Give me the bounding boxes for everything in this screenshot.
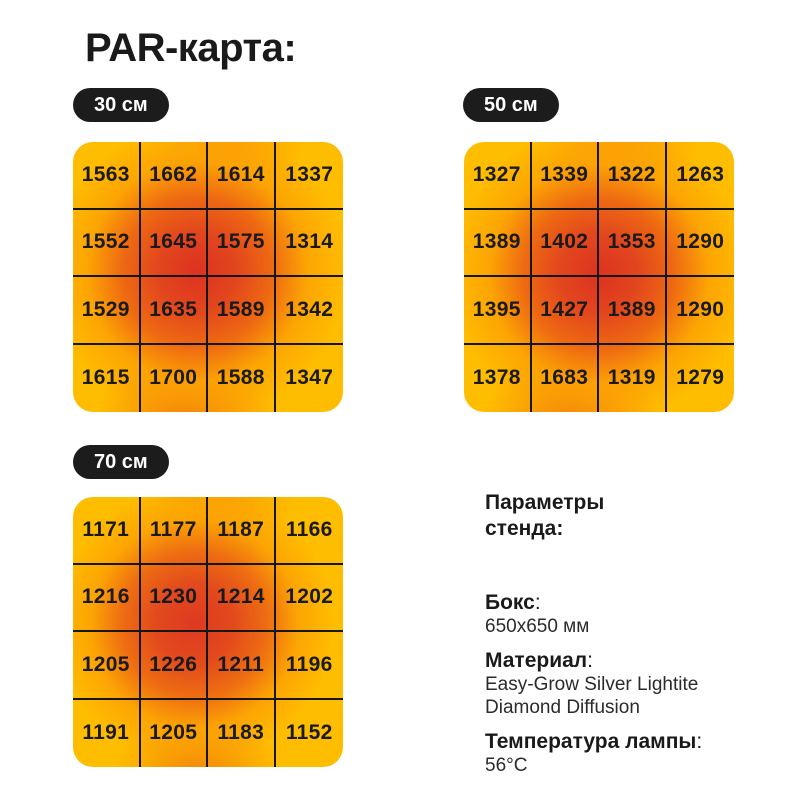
par-cell: 1322 — [599, 142, 667, 210]
par-cell: 1552 — [73, 209, 141, 277]
par-cell: 1202 — [275, 565, 343, 632]
par-cell: 1314 — [275, 210, 343, 277]
par-cell: 1191 — [73, 699, 141, 767]
par-cell: 1216 — [73, 564, 141, 632]
par-cell: 1645 — [140, 209, 208, 277]
param-box-value: 650x650 мм — [485, 616, 590, 637]
par-cell: 1327 — [464, 142, 532, 210]
par-cell: 1205 — [141, 699, 208, 767]
par-cell: 1342 — [275, 277, 343, 345]
par-cell: 1389 — [464, 209, 532, 277]
page-title: PAR-карта: — [85, 26, 297, 70]
par-cell: 1635 — [140, 277, 208, 345]
par-cell: 1337 — [275, 142, 343, 210]
par-cell: 1353 — [599, 209, 667, 277]
par-cell: 1171 — [73, 497, 141, 565]
par-cell: 1290 — [666, 277, 734, 345]
param-material-value: Easy-Grow Silver Lightite Diamond Diffus… — [485, 674, 699, 718]
param-box: Бокс 650x650 мм — [485, 590, 741, 638]
par-cell: 1226 — [140, 632, 208, 700]
par-cell: 1177 — [140, 497, 208, 565]
par-cell: 1152 — [285, 721, 333, 745]
par-cell: 1196 — [275, 632, 343, 700]
par-cell: 1230 — [140, 564, 208, 632]
par-cell: 1614 — [208, 142, 276, 210]
par-cell: 1589 — [208, 277, 276, 345]
par-cell: 1662 — [140, 142, 208, 210]
distance-badge-30cm: 30 см — [73, 88, 169, 122]
par-cell: 1187 — [208, 497, 276, 565]
par-cell: 1205 — [73, 632, 141, 700]
par-cell: 1575 — [208, 209, 276, 277]
param-material: Материал Easy-Grow Silver Lightite Diamo… — [485, 648, 741, 719]
distance-badge-50cm: 50 см — [463, 88, 559, 122]
param-material-label: Материал — [485, 648, 741, 673]
par-cell: 1339 — [531, 142, 599, 210]
stand-parameters-panel: Параметры стенда: Бокс 650x650 мм Матери… — [485, 490, 741, 787]
par-cell: 1529 — [73, 277, 141, 345]
par-cell: 1290 — [666, 210, 734, 277]
par-cell: 1166 — [275, 497, 343, 565]
param-lamp-temperature: Температура лампы 56°C — [485, 729, 741, 777]
par-heatmap-50cm: 1327 1339 1322 1263 1389 1402 1353 1290 1395 1427… — [464, 142, 734, 412]
par-cell: 1378 — [464, 344, 532, 412]
par-cell: 1588 — [208, 344, 276, 412]
par-cell: 1214 — [208, 564, 276, 632]
par-cell: 1615 — [73, 344, 141, 412]
par-cell: 1183 — [208, 699, 276, 767]
par-cell: 1395 — [464, 277, 532, 345]
par-heatmap-30cm: 1563 1662 1614 1337 1552 1645 1575 1314 1529 1635… — [73, 142, 343, 412]
stand-parameters-heading: Параметры стенда: — [485, 491, 605, 540]
par-cell: 1279 — [676, 366, 725, 390]
distance-badge-70cm: 70 см — [73, 445, 169, 479]
par-heatmap-70cm: 1171 1177 1187 1166 1216 1230 1214 1202 1205 1226… — [73, 497, 343, 767]
param-lamp-temperature-value: 56°C — [485, 755, 528, 776]
par-cell: 1263 — [666, 142, 734, 210]
par-cell: 1427 — [531, 277, 599, 345]
par-cell: 1347 — [285, 366, 334, 390]
par-cell: 1389 — [599, 277, 667, 345]
par-cell: 1700 — [141, 344, 208, 412]
par-cell: 1683 — [532, 344, 599, 412]
par-cell: 1563 — [73, 142, 141, 210]
par-cell: 1319 — [599, 344, 667, 412]
param-box-label: Бокс — [485, 590, 741, 615]
par-cell: 1211 — [208, 632, 276, 700]
param-lamp-temperature-label: Температура лампы — [485, 729, 741, 754]
par-cell: 1402 — [531, 209, 599, 277]
